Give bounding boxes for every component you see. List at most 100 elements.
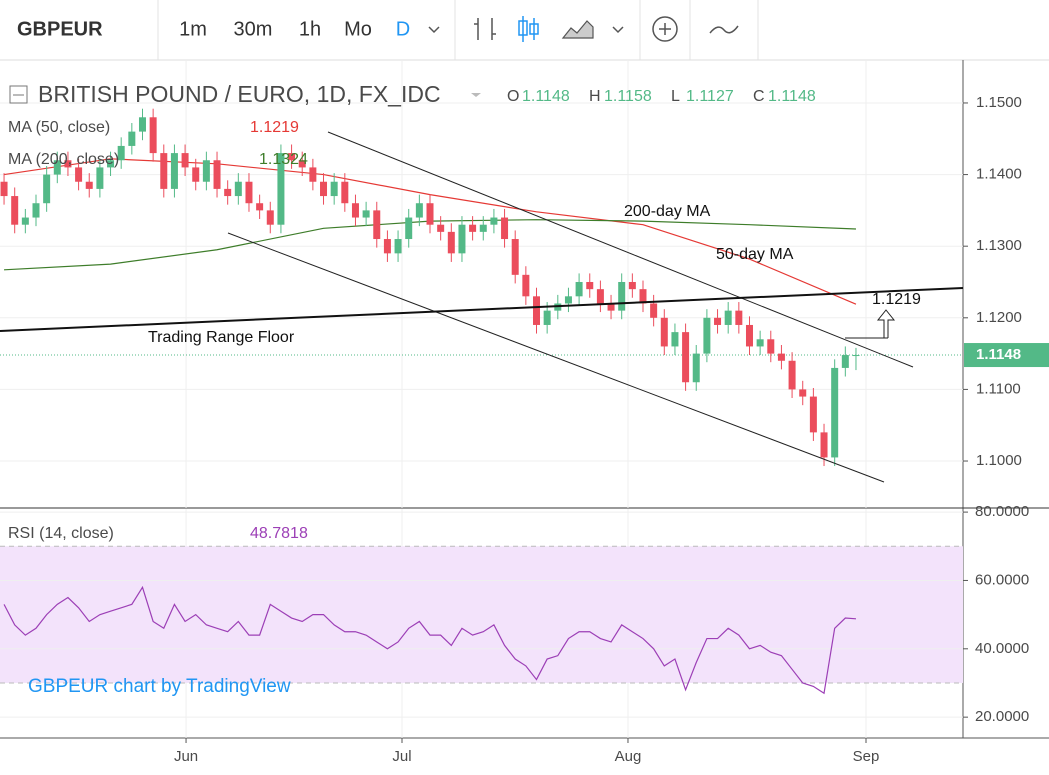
watermark[interactable]: GBPEUR chart by TradingView bbox=[28, 676, 291, 697]
candle-body bbox=[320, 181, 328, 197]
indicator-name: MA (50, close) bbox=[8, 119, 110, 136]
interval[interactable]: Mo bbox=[344, 18, 372, 40]
candle-body bbox=[756, 339, 764, 347]
candle-body bbox=[394, 239, 402, 254]
y-tick-label: 1.1100 bbox=[976, 380, 1021, 397]
y-tick-label: 1.1200 bbox=[976, 309, 1022, 326]
y-tick-label: 80.0000 bbox=[975, 503, 1029, 520]
x-tick-label: Jun bbox=[174, 748, 198, 765]
candle-body bbox=[777, 353, 785, 361]
dropdown-icon[interactable] bbox=[428, 26, 440, 34]
candle-body bbox=[501, 217, 509, 240]
candle-body bbox=[330, 181, 338, 197]
candle-body bbox=[586, 281, 594, 290]
candle-body bbox=[437, 224, 445, 232]
candle-body bbox=[53, 160, 61, 175]
drawings: 200-day MA 50-day MA Trading Range Floor… bbox=[0, 131, 964, 483]
channel-upper bbox=[327, 131, 914, 368]
candle-body bbox=[362, 210, 370, 218]
candle-body bbox=[735, 310, 743, 325]
interval[interactable]: 1h bbox=[299, 18, 321, 40]
interval[interactable]: 30m bbox=[234, 18, 273, 40]
candle-body bbox=[298, 160, 306, 168]
collapse-icon[interactable] bbox=[9, 85, 28, 104]
annotation: 200-day MA bbox=[624, 203, 711, 220]
symbol[interactable]: GBPEUR bbox=[17, 18, 103, 40]
candle-body bbox=[288, 153, 296, 161]
chart-title: BRITISH POUND / EURO, 1D, FX_IDC bbox=[38, 81, 441, 107]
candle-body bbox=[373, 210, 381, 240]
candles-icon[interactable] bbox=[518, 20, 528, 36]
channel-lower bbox=[227, 232, 885, 483]
candle-body bbox=[107, 160, 115, 168]
dropdown-icon[interactable] bbox=[612, 26, 624, 34]
compare-icon[interactable] bbox=[709, 25, 739, 34]
target-arrow bbox=[845, 309, 896, 339]
y-tick-label: 1.1000 bbox=[976, 452, 1022, 469]
y-tick-label: 40.0000 bbox=[975, 640, 1029, 657]
candle-body bbox=[458, 224, 466, 254]
indicator-name: RSI (14, close) bbox=[8, 525, 114, 542]
dropdown-icon[interactable] bbox=[471, 93, 481, 97]
area-icon[interactable] bbox=[561, 20, 594, 39]
candle-body bbox=[75, 167, 83, 182]
bars-icon[interactable] bbox=[474, 18, 496, 40]
candle-body bbox=[160, 153, 168, 189]
candle-body bbox=[213, 160, 221, 189]
candle-body bbox=[277, 153, 285, 225]
candles-icon[interactable] bbox=[529, 23, 539, 35]
candle-body bbox=[490, 217, 498, 225]
candle-body bbox=[138, 117, 146, 132]
candle-body bbox=[11, 196, 19, 225]
ohlc-label: L bbox=[671, 88, 680, 105]
candle-body bbox=[351, 203, 359, 218]
candle-body bbox=[426, 203, 434, 225]
candle-body bbox=[564, 296, 572, 304]
candle-body bbox=[85, 181, 93, 189]
candle-body bbox=[671, 332, 679, 347]
trading-range-floor bbox=[0, 287, 964, 332]
y-tick-label: 1.1500 bbox=[976, 94, 1022, 111]
rsi-band bbox=[0, 546, 963, 683]
interval[interactable]: 1m bbox=[179, 18, 207, 40]
candle-body bbox=[202, 160, 210, 182]
candle-body bbox=[234, 181, 242, 197]
candle-body bbox=[415, 203, 423, 218]
y-tick-label: 20.0000 bbox=[975, 708, 1029, 725]
x-tick-label: Jul bbox=[392, 748, 411, 765]
indicator-name: MA (200, close) bbox=[8, 151, 119, 168]
candle-body bbox=[714, 317, 722, 325]
candle-body bbox=[575, 281, 583, 297]
candle-body bbox=[479, 224, 487, 232]
candle-body bbox=[543, 310, 551, 325]
candle-body bbox=[639, 289, 647, 304]
rsi-line bbox=[3, 585, 857, 695]
ohlc-label: O bbox=[507, 88, 519, 105]
candle-body bbox=[43, 174, 51, 204]
annotation: 50-day MA bbox=[716, 246, 794, 263]
x-tick-label: Aug bbox=[615, 748, 642, 765]
ohlc-value: 1.1158 bbox=[604, 88, 652, 105]
ohlc-value: 1.1148 bbox=[768, 88, 816, 105]
main-plot bbox=[0, 60, 963, 508]
candle-body bbox=[831, 367, 839, 458]
candle-body bbox=[788, 360, 796, 390]
candle-body bbox=[266, 210, 274, 225]
legend: BRITISH POUND / EURO, 1D, FX_IDC O 1.1148… bbox=[8, 81, 816, 697]
add-indicator-icon[interactable] bbox=[652, 16, 678, 42]
candle-body bbox=[21, 217, 29, 225]
ohlc-value: 1.1127 bbox=[686, 88, 734, 105]
candle-body bbox=[170, 153, 178, 189]
candle-body bbox=[650, 303, 658, 318]
candle-body bbox=[607, 303, 615, 311]
candle-body bbox=[256, 203, 264, 211]
candle-body bbox=[618, 281, 626, 311]
candle-body bbox=[469, 224, 477, 232]
candle-body bbox=[703, 317, 711, 354]
add-indicator-icon[interactable] bbox=[659, 23, 671, 35]
y-tick-label: 1.1300 bbox=[976, 237, 1022, 254]
y-tick-label: 1.1400 bbox=[976, 166, 1022, 183]
toolbar bbox=[0, 0, 1049, 60]
candle-body bbox=[799, 389, 807, 397]
interval-active[interactable]: D bbox=[396, 18, 410, 40]
